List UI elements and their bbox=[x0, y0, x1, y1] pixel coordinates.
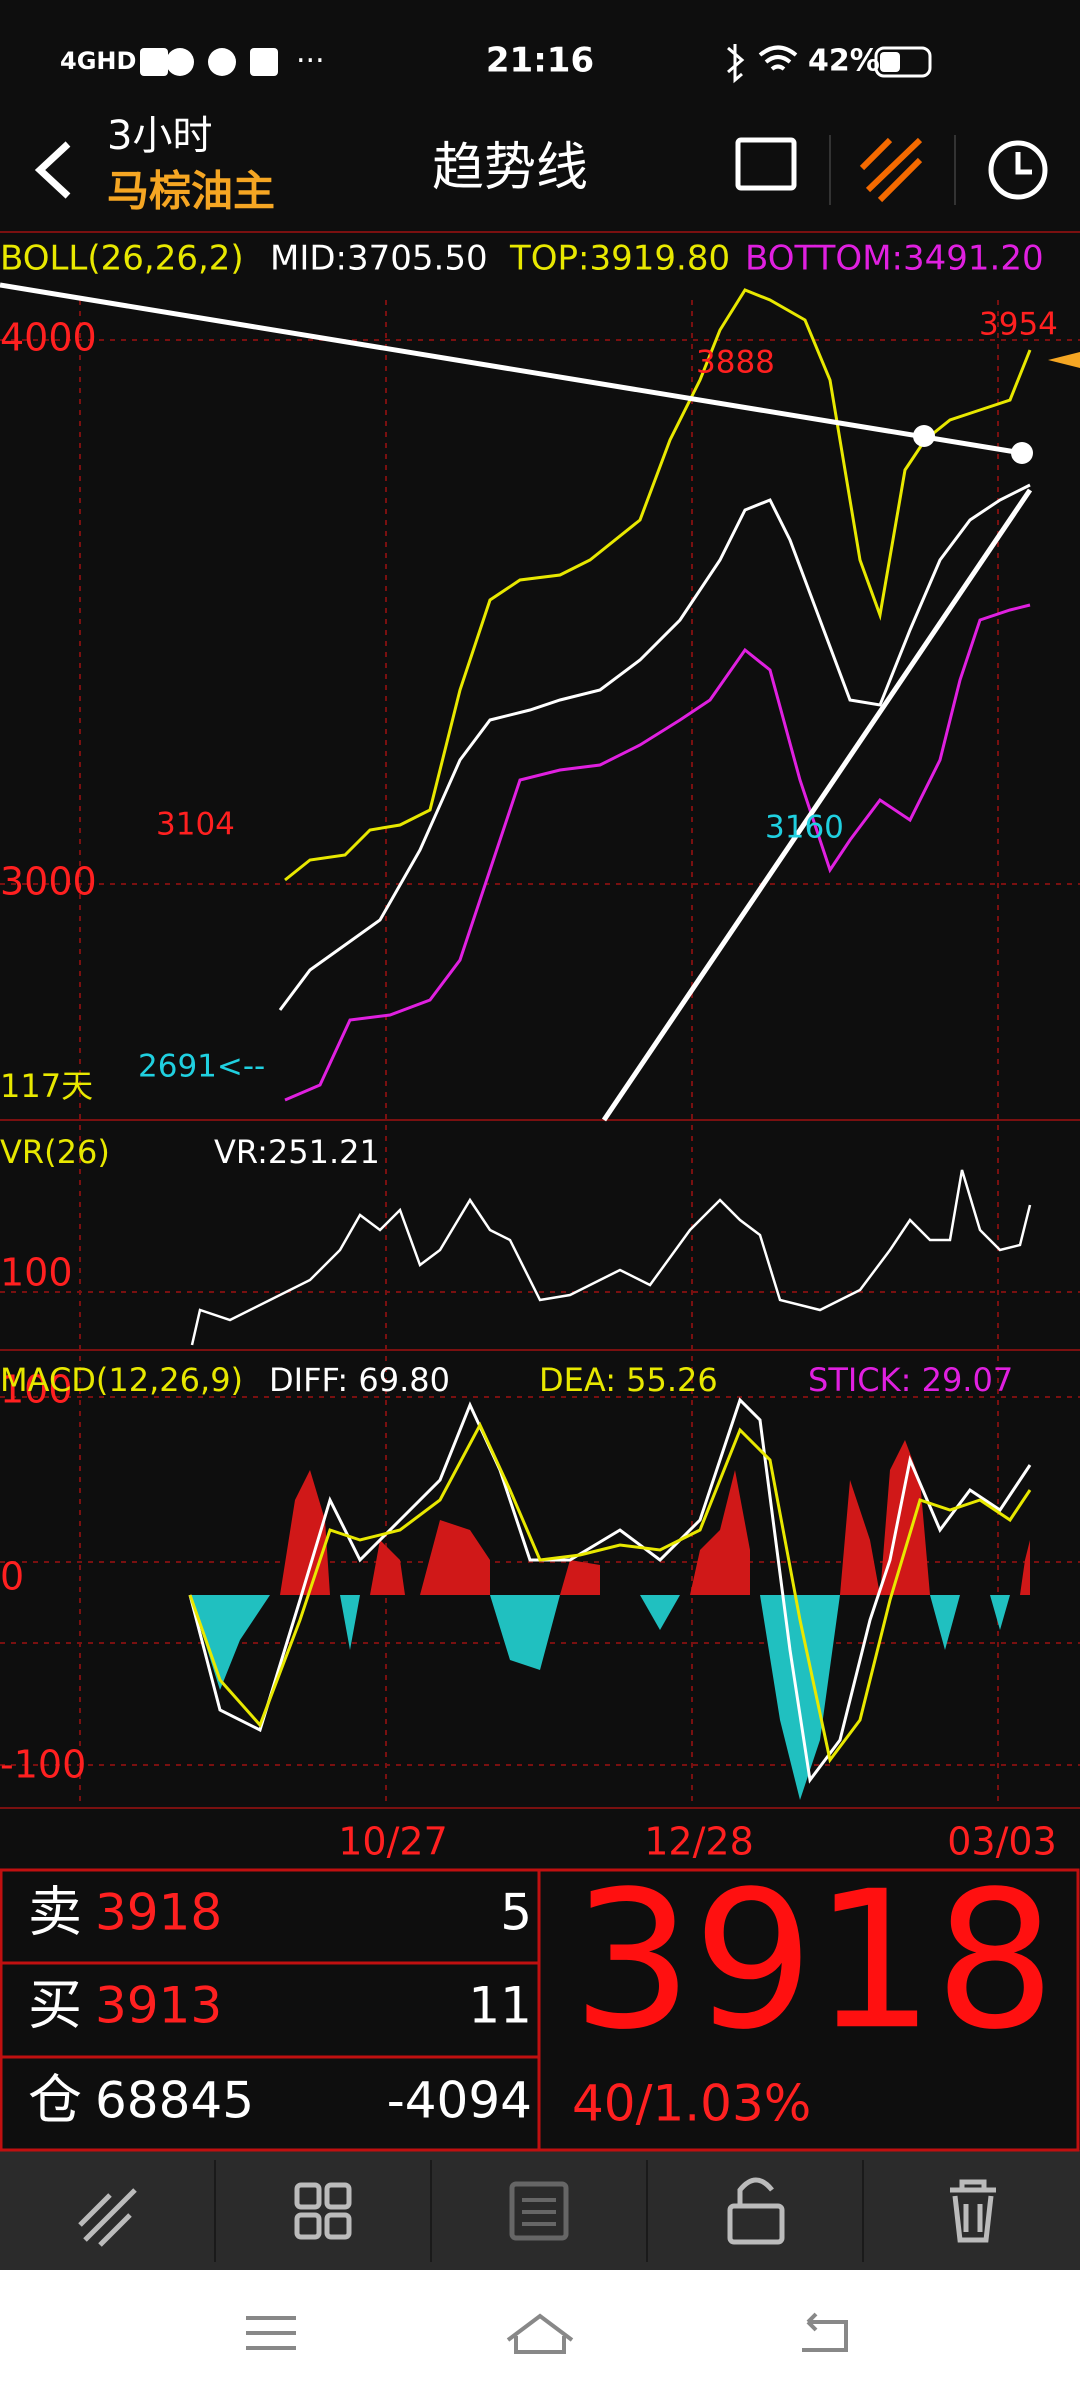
vr-value: VR:251.21 bbox=[214, 1133, 380, 1171]
buy-price: 3913 bbox=[95, 1977, 222, 2035]
lock-icon[interactable] bbox=[735, 137, 797, 191]
y-label: -100 bbox=[0, 1743, 86, 1787]
x-label: 12/28 bbox=[644, 1820, 754, 1864]
price-marker bbox=[1048, 352, 1080, 368]
status-icon bbox=[208, 48, 236, 76]
back-button[interactable] bbox=[34, 141, 71, 199]
period[interactable]: 3小时 bbox=[107, 113, 212, 159]
status-icon bbox=[166, 48, 194, 76]
buy-label: 买 bbox=[28, 1974, 82, 2037]
last-price: 3918 bbox=[572, 1850, 1056, 2071]
clock: 21:16 bbox=[486, 41, 594, 81]
dea-value: DEA: 55.26 bbox=[539, 1361, 718, 1399]
nav-bar-bg bbox=[0, 2270, 1080, 2400]
boll-bottom bbox=[284, 603, 1031, 1102]
status-icon bbox=[250, 48, 278, 76]
y-label: 100 bbox=[0, 1368, 73, 1412]
delete-button[interactable] bbox=[950, 2179, 996, 2243]
y-label: 0 bbox=[0, 1555, 24, 1599]
stick-value: STICK: 29.07 bbox=[808, 1361, 1013, 1399]
grid-button[interactable] bbox=[294, 2182, 352, 2240]
status-more: ··· bbox=[296, 44, 325, 79]
x-label: 03/03 bbox=[947, 1820, 1057, 1864]
sell-price: 3918 bbox=[95, 1884, 222, 1942]
indicator-name: MACD(12,26,9) bbox=[0, 1361, 243, 1399]
boll-bottom-value: BOTTOM:3491.20 bbox=[745, 239, 1044, 279]
battery-text: 42% bbox=[808, 44, 880, 79]
settings-icon bbox=[522, 2198, 556, 2226]
y-label: 3000 bbox=[0, 860, 97, 904]
status-icon bbox=[140, 48, 168, 76]
sell-label: 卖 bbox=[28, 1881, 82, 1944]
y-label: 4000 bbox=[0, 316, 97, 360]
back-nav-button[interactable] bbox=[802, 2312, 848, 2352]
price-change: 40/1.03% bbox=[572, 2075, 811, 2133]
boll-top-value: TOP:3919.80 bbox=[509, 239, 730, 279]
settings-button[interactable] bbox=[509, 2181, 569, 2241]
price-annotation: 3160 bbox=[765, 810, 844, 846]
open-interest: 68845 bbox=[95, 2072, 254, 2130]
symbol[interactable]: 马棕油主 bbox=[107, 167, 275, 216]
battery-level bbox=[880, 52, 900, 72]
boll-mid bbox=[278, 483, 1031, 1011]
price-annotation: 2691<-- bbox=[138, 1049, 265, 1085]
home-button[interactable] bbox=[506, 2313, 574, 2354]
trendline-handle[interactable] bbox=[1011, 442, 1033, 464]
price-annotation: 3888 bbox=[696, 345, 775, 381]
dea-line bbox=[188, 1421, 1032, 1764]
diff-value: DIFF: 69.80 bbox=[269, 1361, 450, 1399]
clock-hand bbox=[1015, 152, 1032, 175]
buy-volume: 11 bbox=[468, 1977, 532, 2035]
vr-line bbox=[190, 1169, 1032, 1346]
unlock-shackle bbox=[737, 2177, 774, 2206]
oi-change: -4094 bbox=[387, 2072, 532, 2130]
grid-cell bbox=[324, 2212, 352, 2240]
x-label: 10/27 bbox=[338, 1820, 448, 1864]
background bbox=[0, 0, 1080, 2150]
boll-top bbox=[284, 288, 1032, 882]
sell-volume: 5 bbox=[500, 1884, 532, 1942]
grid-cell bbox=[324, 2182, 352, 2210]
network: 4GHD bbox=[60, 47, 136, 75]
wifi-icon bbox=[758, 45, 798, 71]
trendline-handle[interactable] bbox=[913, 425, 935, 447]
grid-cell bbox=[294, 2212, 322, 2240]
trendline[interactable] bbox=[601, 488, 1033, 1122]
price-annotation: 3954 bbox=[979, 307, 1058, 343]
trendline[interactable] bbox=[0, 282, 1023, 456]
grid-cell bbox=[294, 2182, 322, 2210]
indicator-name: VR(26) bbox=[0, 1133, 110, 1171]
clock-icon[interactable] bbox=[988, 140, 1048, 200]
trendline-icon[interactable] bbox=[859, 137, 923, 203]
bluetooth-icon bbox=[727, 44, 745, 84]
indicator-name: BOLL(26,26,2) bbox=[0, 239, 244, 279]
menu-button[interactable] bbox=[246, 2316, 296, 2350]
page-title: 趋势线 bbox=[432, 138, 588, 198]
macd-bars-positive bbox=[280, 1440, 1030, 1595]
battery-icon bbox=[874, 46, 932, 78]
price-annotation: 3104 bbox=[156, 807, 235, 843]
boll-mid-value: MID:3705.50 bbox=[270, 239, 488, 279]
time-span: 117天 bbox=[0, 1067, 93, 1105]
diff-line bbox=[188, 1397, 1032, 1784]
y-label: 100 bbox=[0, 1251, 73, 1295]
unlock-button[interactable] bbox=[727, 2203, 785, 2245]
draw-line-button[interactable] bbox=[78, 2188, 137, 2247]
oi-label: 仓 bbox=[28, 2069, 82, 2132]
